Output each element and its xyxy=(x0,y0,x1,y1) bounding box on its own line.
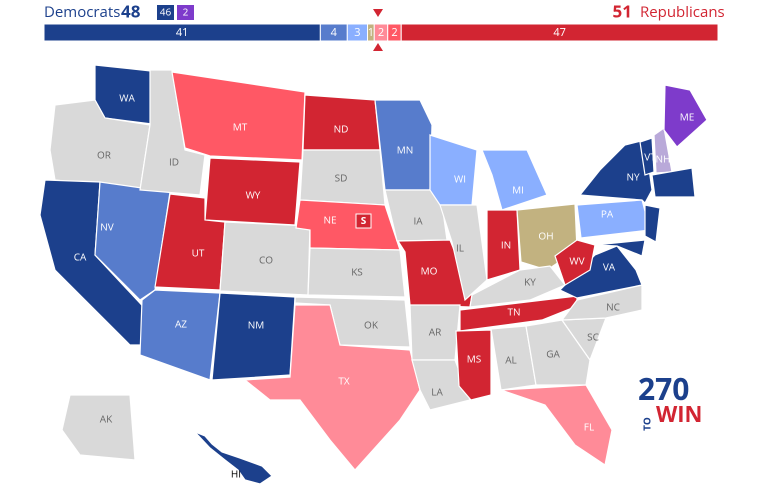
state-label: MO xyxy=(421,264,438,278)
state-label: VT xyxy=(644,150,656,164)
state xyxy=(560,284,643,321)
logo-win: WIN xyxy=(656,399,702,429)
dem-label: Democrats xyxy=(44,2,120,22)
bar-segment xyxy=(400,23,719,42)
state-label: WV xyxy=(569,254,584,268)
state xyxy=(500,384,613,466)
dem-badge xyxy=(157,5,174,20)
bar-segment-label: 4 xyxy=(331,25,338,40)
us-map: WA OR CA NV ID MT WY UT CO AZ NM ND SD NE KS OK TX MN IA MO… xyxy=(39,64,708,485)
state xyxy=(194,431,273,485)
state xyxy=(525,319,591,386)
state-label: OH xyxy=(538,229,553,243)
state xyxy=(481,149,548,211)
dem-badge-value: 2 xyxy=(183,5,189,19)
logo-to: TO xyxy=(640,417,654,431)
dem-badge-value: 46 xyxy=(160,5,172,19)
ne-badge-label: S xyxy=(361,213,367,227)
dem-badge xyxy=(177,5,194,20)
state-label: MS xyxy=(467,352,481,366)
state xyxy=(171,71,306,161)
state xyxy=(576,199,651,239)
state xyxy=(459,295,578,332)
state xyxy=(439,204,488,302)
midpoint-marker xyxy=(373,9,383,17)
bar-segment-label: 1 xyxy=(368,25,374,40)
state-label: LA xyxy=(431,385,443,399)
midpoint-marker xyxy=(373,43,383,51)
state xyxy=(554,239,596,286)
state-label: MI xyxy=(512,183,524,197)
state xyxy=(594,239,646,257)
state-label: NM xyxy=(248,318,265,332)
state-label: GA xyxy=(546,347,560,361)
state-label: FL xyxy=(584,420,594,434)
ne-badge xyxy=(355,213,372,229)
state-label: OK xyxy=(364,318,379,332)
state-label: AR xyxy=(429,325,442,339)
bar-segment-label: 41 xyxy=(176,25,189,40)
dem-total: 48 xyxy=(121,0,141,23)
state-label: IA xyxy=(413,214,423,228)
state-label: WY xyxy=(246,188,261,202)
state-label: NH xyxy=(656,152,671,166)
state-label: IN xyxy=(501,238,511,252)
state-label: KY xyxy=(524,275,536,289)
state-label: HI xyxy=(231,467,241,481)
state xyxy=(211,292,296,381)
state-label: KS xyxy=(351,265,363,279)
state-label: AZ xyxy=(175,317,187,331)
state-label: NV xyxy=(100,220,114,234)
state-label: OR xyxy=(97,148,111,162)
state xyxy=(295,199,401,251)
state-label: NC xyxy=(606,300,620,314)
state-label: UT xyxy=(192,246,205,260)
state-label: AK xyxy=(100,412,113,426)
state-label: MT xyxy=(233,120,248,134)
bar-segment-label: 3 xyxy=(354,25,360,40)
state xyxy=(429,134,478,206)
rep-label: Republicans xyxy=(640,2,725,22)
state xyxy=(455,329,492,401)
state xyxy=(411,359,471,411)
state-label: MN xyxy=(397,143,414,157)
state-label: SC xyxy=(587,330,599,344)
logo-number: 270 xyxy=(638,368,689,409)
state xyxy=(639,137,655,176)
state-label: CO xyxy=(259,253,273,267)
state-label: AL xyxy=(505,353,517,367)
state xyxy=(307,247,406,298)
state xyxy=(558,245,643,299)
state-label: VA xyxy=(603,260,616,274)
state-label: ME xyxy=(680,110,695,124)
state xyxy=(651,167,696,198)
state xyxy=(663,84,708,148)
state xyxy=(94,64,161,126)
state-label: PA xyxy=(601,207,614,221)
rep-total: 51 xyxy=(613,0,632,23)
state-label: TX xyxy=(338,374,350,388)
bar-segment-label: 47 xyxy=(553,25,566,40)
state-label: NE xyxy=(323,213,336,227)
state-label: TN xyxy=(507,305,520,319)
state-label: NY xyxy=(626,170,640,184)
state-label: IL xyxy=(456,241,464,255)
state-label: CA xyxy=(74,250,87,264)
bar-segment-label: 2 xyxy=(391,25,397,40)
state xyxy=(139,289,221,381)
state-label: SD xyxy=(335,171,348,185)
state xyxy=(61,394,136,461)
state-label: ND xyxy=(334,122,349,136)
state-label: WA xyxy=(119,91,135,105)
bar-segment-label: 2 xyxy=(378,25,384,40)
state xyxy=(644,204,661,243)
state-label: WI xyxy=(454,172,466,186)
state-label: ID xyxy=(169,155,179,169)
